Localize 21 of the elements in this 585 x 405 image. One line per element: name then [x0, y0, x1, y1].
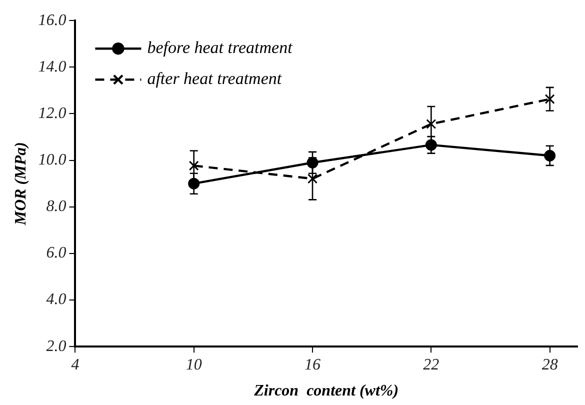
- point: [426, 118, 436, 129]
- x-axis-title: Zircon content (wt%): [253, 382, 399, 400]
- y-tick-label: 14.0: [38, 58, 66, 76]
- y-tick-label: 8.0: [46, 198, 66, 216]
- point: [544, 94, 555, 104]
- x-tick-label: 4: [71, 356, 80, 374]
- y-tick-label: 6.0: [46, 244, 66, 262]
- point: [188, 160, 199, 171]
- point: [308, 174, 318, 184]
- y-axis-title: MOR (MPa): [12, 142, 30, 226]
- y-tick-label: 4.0: [46, 291, 66, 308]
- x-tick-label: 22: [423, 356, 440, 374]
- legend-label: before heat treatment: [147, 38, 294, 58]
- x-tick-label: 10: [186, 356, 202, 374]
- y-tick-label: 10.0: [38, 152, 66, 169]
- y-tick-label: 12.0: [38, 104, 66, 122]
- y-tick-label: 16.0: [38, 12, 66, 29]
- x-tick-label: 28: [542, 356, 558, 374]
- legend-label: after heat treatment: [147, 69, 283, 88]
- x-tick-label: 16: [304, 356, 321, 374]
- y-tick-label: 2.0: [46, 338, 66, 355]
